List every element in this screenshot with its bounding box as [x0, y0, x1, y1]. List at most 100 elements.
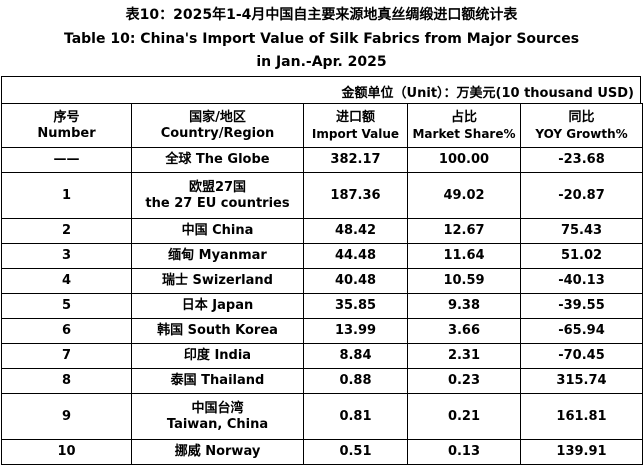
cell-import-value: 382.17: [303, 147, 408, 173]
country-name: 中国台湾: [191, 400, 244, 416]
cell-country: 印度 India: [131, 343, 304, 369]
cell-yoy-growth: 315.74: [520, 368, 643, 394]
unit-text: 金额单位（Unit）：万美元(10 thousand USD): [341, 86, 634, 101]
cell-yoy-growth: 75.43: [520, 218, 643, 244]
header-yoy-growth: 同比 YOY Growth%: [520, 103, 643, 148]
table-header-row: 序号 Number 国家/地区 Country/Region 进口额 Impor…: [1, 103, 643, 148]
cell-number: 3: [1, 243, 132, 269]
cell-country: 日本 Japan: [131, 293, 304, 319]
cell-country: 挪威 Norway: [131, 439, 304, 465]
cell-number: 4: [1, 268, 132, 294]
cell-country: 韩国 South Korea: [131, 318, 304, 344]
cell-market-share: 2.31: [407, 343, 521, 369]
cell-number: 10: [1, 439, 132, 465]
table-row: 9 中国台湾 Taiwan, China 0.81 0.21 161.81: [1, 393, 643, 440]
cell-market-share: 3.66: [407, 318, 521, 344]
table-row: 7 印度 India 8.84 2.31 -70.45: [1, 343, 643, 369]
cell-number: 1: [1, 172, 132, 219]
cell-market-share: 0.23: [407, 368, 521, 394]
cell-market-share: 49.02: [407, 172, 521, 219]
cell-number: 5: [1, 293, 132, 319]
cell-number: 7: [1, 343, 132, 369]
table-row: 3 缅甸 Myanmar 44.48 11.64 51.02: [1, 243, 643, 269]
cell-import-value: 0.51: [303, 439, 408, 465]
cell-market-share: 0.21: [407, 393, 521, 440]
cell-yoy-growth: -39.55: [520, 293, 643, 319]
header-value-en: Import Value: [311, 126, 400, 141]
country-name: 挪威 Norway: [174, 444, 261, 459]
header-yoy-en: YOY Growth%: [535, 126, 628, 141]
country-name: 全球 The Globe: [165, 152, 270, 167]
header-country-cn: 国家/地区: [189, 109, 246, 125]
cell-market-share: 100.00: [407, 147, 521, 173]
country-name: 瑞士 Swizerland: [162, 273, 273, 288]
cell-country: 泰国 Thailand: [131, 368, 304, 394]
table-body: —— 全球 The Globe 382.17 100.00 -23.68 1 欧盟27国 th…: [1, 147, 643, 465]
cell-import-value: 40.48: [303, 268, 408, 294]
country-name: 韩国 South Korea: [157, 323, 278, 338]
cell-market-share: 10.59: [407, 268, 521, 294]
cell-yoy-growth: -40.13: [520, 268, 643, 294]
table-row: 10 挪威 Norway 0.51 0.13 139.91: [1, 439, 643, 465]
country-name: 欧盟27国: [188, 179, 247, 195]
table-title: 表10：2025年1-4月中国自主要来源地真丝绸缎进口额统计表 Table 10…: [0, 0, 643, 76]
table-row: 8 泰国 Thailand 0.88 0.23 315.74: [1, 368, 643, 394]
country-name: 日本 Japan: [181, 298, 254, 313]
cell-yoy-growth: -20.87: [520, 172, 643, 219]
header-number: 序号 Number: [1, 103, 132, 148]
header-import-value: 进口额 Import Value: [303, 103, 408, 148]
cell-yoy-growth: -70.45: [520, 343, 643, 369]
cell-import-value: 35.85: [303, 293, 408, 319]
country-name-en: Taiwan, China: [166, 416, 269, 432]
header-market-share: 占比 Market Share%: [407, 103, 521, 148]
title-line-en: Table 10: China's Import Value of Silk F…: [63, 31, 580, 47]
header-share-cn: 占比: [450, 109, 477, 125]
country-name-en: the 27 EU countries: [145, 195, 290, 211]
cell-number: 8: [1, 368, 132, 394]
cell-country: 缅甸 Myanmar: [131, 243, 304, 269]
unit-note: 金额单位（Unit）：万美元(10 thousand USD): [1, 76, 641, 103]
table-row: 6 韩国 South Korea 13.99 3.66 -65.94: [1, 318, 643, 344]
country-name: 缅甸 Myanmar: [168, 248, 267, 263]
cell-country: 中国台湾 Taiwan, China: [131, 393, 304, 440]
cell-number: 9: [1, 393, 132, 440]
cell-yoy-growth: 51.02: [520, 243, 643, 269]
cell-country: 全球 The Globe: [131, 147, 304, 173]
cell-yoy-growth: 161.81: [520, 393, 643, 440]
country-name: 印度 India: [183, 348, 252, 363]
cell-market-share: 9.38: [407, 293, 521, 319]
country-name: 中国 China: [181, 223, 254, 238]
cell-country: 瑞士 Swizerland: [131, 268, 304, 294]
cell-number: ——: [1, 147, 132, 173]
cell-import-value: 44.48: [303, 243, 408, 269]
table-row: 5 日本 Japan 35.85 9.38 -39.55: [1, 293, 643, 319]
cell-country: 中国 China: [131, 218, 304, 244]
header-yoy-cn: 同比: [568, 109, 595, 125]
table-row: 2 中国 China 48.42 12.67 75.43: [1, 218, 643, 244]
header-share-en: Market Share%: [412, 126, 516, 141]
table-row: 4 瑞士 Swizerland 40.48 10.59 -40.13: [1, 268, 643, 294]
header-value-cn: 进口额: [335, 109, 375, 125]
cell-market-share: 12.67: [407, 218, 521, 244]
country-name: 泰国 Thailand: [170, 373, 265, 388]
cell-import-value: 8.84: [303, 343, 408, 369]
cell-import-value: 13.99: [303, 318, 408, 344]
title-line-period: in Jan.-Apr. 2025: [256, 54, 387, 70]
cell-number: 2: [1, 218, 132, 244]
header-number-cn: 序号: [53, 109, 80, 125]
cell-market-share: 0.13: [407, 439, 521, 465]
cell-import-value: 0.88: [303, 368, 408, 394]
table-row: —— 全球 The Globe 382.17 100.00 -23.68: [1, 147, 643, 173]
header-number-en: Number: [37, 125, 96, 141]
cell-yoy-growth: 139.91: [520, 439, 643, 465]
title-line-cn: 表10：2025年1-4月中国自主要来源地真丝绸缎进口额统计表: [125, 7, 518, 23]
import-table: 序号 Number 国家/地区 Country/Region 进口额 Impor…: [1, 103, 643, 465]
cell-yoy-growth: -65.94: [520, 318, 643, 344]
cell-import-value: 0.81: [303, 393, 408, 440]
header-country: 国家/地区 Country/Region: [131, 103, 304, 148]
cell-yoy-growth: -23.68: [520, 147, 643, 173]
cell-market-share: 11.64: [407, 243, 521, 269]
header-country-en: Country/Region: [160, 125, 275, 141]
cell-country: 欧盟27国 the 27 EU countries: [131, 172, 304, 219]
